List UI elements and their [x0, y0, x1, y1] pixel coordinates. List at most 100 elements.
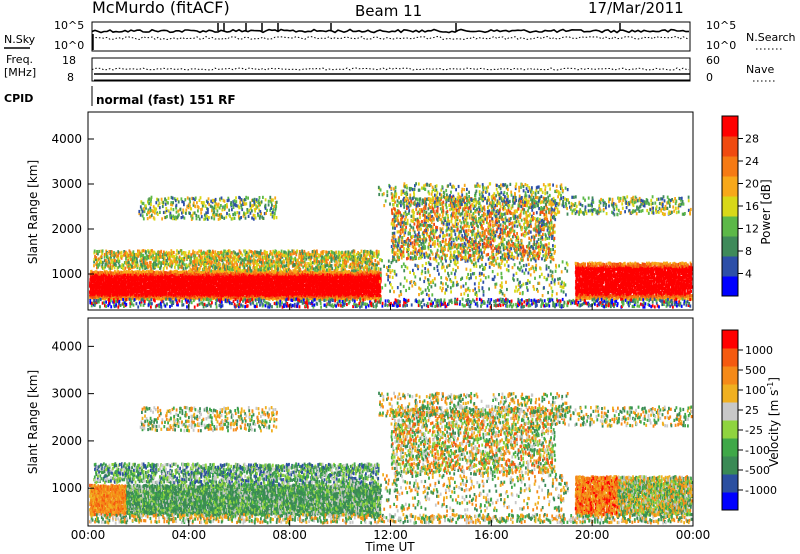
power-cell: [151, 287, 153, 291]
power-cell: [299, 295, 302, 299]
power-cell: [160, 286, 162, 290]
power-cell: [122, 290, 125, 294]
power-cell: [292, 278, 294, 282]
power-cell: [260, 266, 263, 270]
power-cell: [229, 295, 232, 299]
power-cell: [272, 293, 275, 297]
power-cell: [93, 280, 96, 284]
power-cell: [275, 287, 278, 291]
power-cell: [320, 271, 323, 275]
power-cell: [194, 275, 197, 279]
power-cell: [221, 278, 224, 282]
power-cell: [254, 272, 257, 277]
power-cell: [248, 287, 250, 291]
power-cell: [235, 280, 238, 284]
power-cell: [273, 291, 275, 295]
power-cell: [306, 281, 308, 285]
power-cell: [289, 269, 291, 273]
power-cell: [263, 280, 266, 284]
power-cell: [207, 283, 210, 287]
power-cell: [220, 293, 223, 297]
power-cell: [119, 291, 122, 295]
power-cell: [178, 283, 181, 287]
power-cell: [223, 279, 226, 283]
power-cell: [284, 280, 287, 284]
power-cell: [164, 278, 167, 282]
power-cell: [333, 292, 336, 296]
power-cell: [279, 297, 281, 301]
power-cell: [145, 290, 148, 294]
power-cell: [174, 287, 177, 291]
power-cell: [137, 295, 140, 299]
power-cell: [296, 249, 299, 253]
power-cell: [156, 289, 159, 293]
freq-label: Freq.: [6, 53, 33, 66]
power-cell: [142, 253, 145, 258]
power-cell: [202, 282, 205, 286]
power-cell: [111, 287, 113, 291]
power-cell: [211, 273, 213, 277]
power-cell: [318, 272, 321, 276]
power-cell: [194, 291, 197, 295]
power-cell: [189, 278, 192, 282]
power-cell: [218, 293, 221, 297]
power-cell: [165, 281, 168, 285]
power-cell: [281, 295, 284, 299]
power-cell: [334, 273, 337, 277]
power-cell: [212, 284, 215, 288]
power-cell: [171, 287, 173, 291]
power-cell: [220, 272, 223, 276]
nave-tick-top: 60: [706, 54, 720, 67]
power-cell: [175, 290, 178, 294]
power-cell: [329, 277, 332, 281]
power-cell: [210, 295, 213, 299]
power-cell: [282, 271, 285, 275]
power-cell: [192, 295, 195, 299]
power-cell: [97, 275, 100, 279]
power-cell: [132, 275, 135, 279]
cpid-text: normal (fast) 151 RF: [96, 93, 236, 107]
power-cell: [320, 290, 323, 294]
power-cell: [270, 293, 273, 297]
power-cell: [154, 291, 157, 295]
power-cell: [309, 296, 311, 300]
power-cell: [117, 272, 120, 276]
power-cell: [265, 293, 268, 297]
power-cell: [182, 267, 185, 271]
power-cell: [228, 283, 230, 287]
power-cell: [280, 249, 283, 253]
power-cell: [109, 288, 111, 292]
power-cell: [216, 287, 218, 291]
power-cell: [196, 281, 199, 285]
power-cell: [101, 291, 103, 295]
power-cell: [150, 270, 153, 274]
power-cell: [233, 295, 235, 299]
power-cell: [105, 295, 107, 299]
power-cell: [281, 276, 284, 280]
power-cell: [323, 277, 326, 281]
power-cell: [290, 289, 292, 293]
power-cell: [300, 293, 303, 297]
power-cell: [293, 295, 295, 299]
power-cell: [257, 282, 260, 286]
power-cell: [151, 291, 154, 295]
power-cell: [223, 285, 226, 289]
power-cell: [173, 272, 176, 276]
power-cell: [254, 283, 257, 287]
power-cell: [128, 269, 130, 273]
power-cell: [331, 289, 334, 293]
power-cell: [310, 283, 313, 287]
power-cell: [169, 281, 171, 285]
power-cell: [253, 297, 255, 301]
power-cell: [212, 272, 214, 276]
power-cell: [270, 287, 273, 291]
power-cell: [131, 289, 134, 294]
power-cell: [119, 284, 122, 288]
power-cell: [307, 283, 309, 287]
power-cell: [239, 294, 242, 298]
power-cell: [89, 283, 92, 287]
power-cell: [295, 278, 297, 282]
power-cell: [207, 291, 210, 295]
power-cell: [188, 287, 191, 291]
power-cell: [284, 295, 287, 299]
